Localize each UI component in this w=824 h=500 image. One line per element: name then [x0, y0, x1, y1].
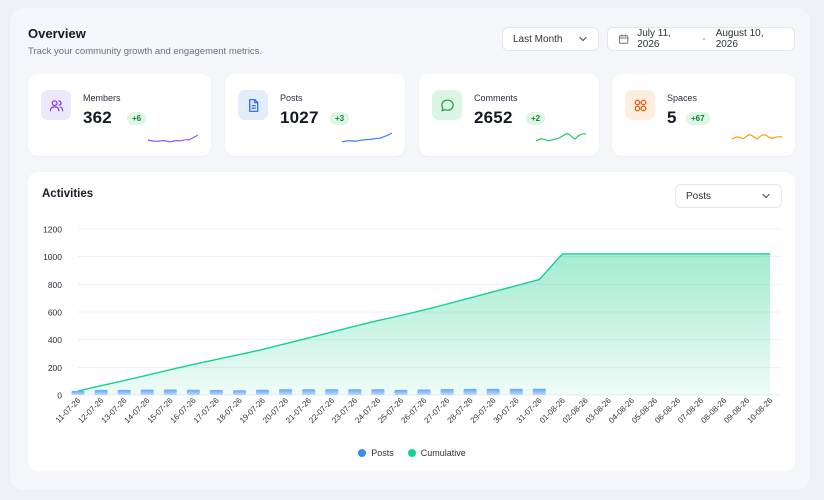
chart-legend: Posts Cumulative — [0, 448, 824, 458]
legend-label: Posts — [371, 448, 394, 458]
range-dropdown-label: Last Month — [513, 33, 563, 45]
range-dropdown[interactable]: Last Month — [502, 27, 599, 51]
stat-label: Posts — [280, 93, 303, 103]
stat-delta-badge: +67 — [686, 112, 710, 125]
page-title: Overview — [28, 26, 86, 41]
users-icon-tile — [41, 90, 71, 120]
stat-card-posts: Posts 1027 +3 — [225, 74, 405, 156]
stat-label: Spaces — [667, 93, 698, 103]
stat-card-members: Members 362 +6 — [28, 74, 211, 156]
legend-dot — [358, 449, 367, 457]
chevron-down-icon — [762, 193, 770, 199]
chevron-down-icon — [579, 36, 587, 42]
stat-label: Members — [83, 93, 121, 103]
page-subtitle: Track your community growth and engageme… — [28, 46, 263, 57]
grid-circles-icon — [634, 99, 646, 111]
stat-value: 1027 — [280, 108, 319, 127]
date-separator: - — [702, 33, 706, 45]
stat-delta-badge: +3 — [330, 112, 350, 125]
series-dropdown[interactable]: Posts — [675, 184, 782, 208]
activities-title: Activities — [42, 188, 94, 200]
document-icon — [248, 98, 258, 112]
stat-value: 362 — [83, 108, 112, 127]
stat-label: Comments — [474, 93, 518, 103]
stat-card-comments: Comments 2652 +2 — [419, 74, 599, 156]
sparkline — [341, 132, 393, 143]
chat-bubble-icon — [440, 98, 454, 111]
stat-delta-badge: +6 — [127, 112, 147, 125]
sparkline — [731, 134, 783, 140]
stat-card-spaces: Spaces 5 +67 — [612, 74, 795, 156]
date-end: August 10, 2026 — [715, 28, 764, 50]
legend-item-cumulative[interactable]: Cumulative — [407, 448, 466, 458]
stat-value: 2652 — [474, 108, 513, 127]
date-range-picker[interactable]: July 11, 2026 - August 10, 2026 — [607, 27, 795, 51]
users-icon — [49, 99, 63, 111]
stat-delta-badge: +2 — [526, 112, 546, 125]
activities-card — [28, 172, 795, 471]
legend-item-posts[interactable]: Posts — [358, 448, 394, 458]
calendar-icon — [618, 34, 629, 44]
legend-label: Cumulative — [420, 448, 466, 458]
series-dropdown-label: Posts — [686, 190, 712, 202]
document-icon-tile — [238, 90, 268, 120]
grid-circles-icon-tile — [625, 90, 655, 120]
chat-bubble-icon-tile — [432, 90, 462, 120]
sparkline — [147, 134, 199, 143]
legend-dot — [407, 449, 416, 457]
date-start: July 11, 2026 — [637, 28, 671, 50]
sparkline — [535, 133, 587, 142]
stat-value: 5 — [667, 108, 677, 127]
